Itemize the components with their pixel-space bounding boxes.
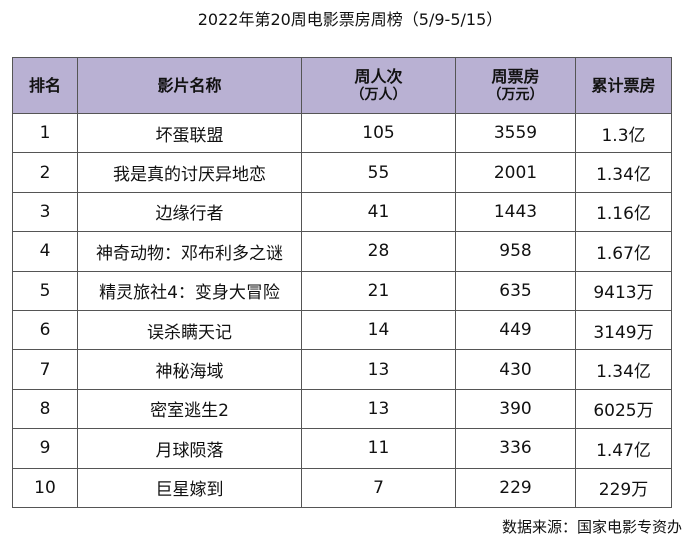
table-row: 4 神奇动物：邓布利多之谜 28 958 1.67亿	[12, 231, 672, 272]
weekly-visits-cell: 13	[301, 388, 456, 430]
header-name: 影片名称	[77, 57, 302, 114]
movie-name-cell: 误杀瞒天记	[77, 309, 302, 351]
total-box-cell: 1.67亿	[575, 231, 672, 272]
weekly-visits-cell: 105	[301, 112, 456, 154]
weekly-box-cell: 1443	[455, 191, 576, 233]
rank-cell: 7	[12, 349, 78, 390]
movie-name-cell: 精灵旅社4：变身大冒险	[77, 270, 302, 311]
total-box-cell: 1.3亿	[575, 112, 672, 154]
table-row: 1 坏蛋联盟 105 3559 1.3亿	[12, 112, 672, 154]
rank-cell: 3	[12, 191, 78, 233]
table-row: 8 密室逃生2 13 390 6025万	[12, 388, 672, 430]
movie-name-cell: 神奇动物：邓布利多之谜	[77, 231, 302, 272]
table-row: 9 月球陨落 11 336 1.47亿	[12, 428, 672, 469]
data-source-note: 数据来源：国家电影专资办	[501, 518, 682, 536]
weekly-box-cell: 449	[455, 309, 576, 351]
total-box-cell: 6025万	[575, 388, 672, 430]
weekly-visits-cell: 41	[301, 191, 456, 233]
total-box-cell: 1.34亿	[575, 152, 672, 193]
table-row: 7 神秘海域 13 430 1.34亿	[12, 349, 672, 390]
header-box-label: 周票房	[491, 66, 540, 86]
header-visits: 周人次 （万人）	[301, 57, 456, 114]
movie-name-cell: 我是真的讨厌异地恋	[77, 152, 302, 193]
header-row: 排名 影片名称 周人次 （万人） 周票房 （万元） 累计票房	[12, 57, 672, 114]
rank-cell: 4	[12, 231, 78, 272]
table-row: 5 精灵旅社4：变身大冒险 21 635 9413万	[12, 270, 672, 311]
rank-cell: 9	[12, 428, 78, 469]
total-box-cell: 9413万	[575, 270, 672, 311]
total-box-cell: 3149万	[575, 309, 672, 351]
box-office-table: 排名 影片名称 周人次 （万人） 周票房 （万元） 累计票房 1 坏蛋联盟 10…	[12, 57, 672, 508]
rank-cell: 2	[12, 152, 78, 193]
rank-cell: 8	[12, 388, 78, 430]
movie-name-cell: 巨星嫁到	[77, 467, 302, 508]
header-box-unit: （万元）	[487, 86, 544, 103]
weekly-box-cell: 336	[455, 428, 576, 469]
movie-name-cell: 月球陨落	[77, 428, 302, 469]
total-box-cell: 1.16亿	[575, 191, 672, 233]
header-total: 累计票房	[575, 57, 672, 114]
weekly-visits-cell: 28	[301, 231, 456, 272]
rank-cell: 6	[12, 309, 78, 351]
table-row: 2 我是真的讨厌异地恋 55 2001 1.34亿	[12, 152, 672, 193]
rank-cell: 5	[12, 270, 78, 311]
table-row: 6 误杀瞒天记 14 449 3149万	[12, 309, 672, 351]
header-visits-unit: （万人）	[350, 86, 407, 103]
weekly-box-cell: 2001	[455, 152, 576, 193]
total-box-cell: 1.47亿	[575, 428, 672, 469]
movie-name-cell: 密室逃生2	[77, 388, 302, 430]
rank-cell: 1	[12, 112, 78, 154]
weekly-visits-cell: 11	[301, 428, 456, 469]
page-title: 2022年第20周电影票房周榜（5/9-5/15）	[197, 10, 503, 29]
table-row: 3 边缘行者 41 1443 1.16亿	[12, 191, 672, 233]
rank-cell: 10	[12, 467, 78, 508]
weekly-visits-cell: 21	[301, 270, 456, 311]
total-box-cell: 229万	[575, 467, 672, 508]
movie-name-cell: 神秘海域	[77, 349, 302, 390]
weekly-box-cell: 430	[455, 349, 576, 390]
weekly-box-cell: 390	[455, 388, 576, 430]
weekly-box-cell: 635	[455, 270, 576, 311]
total-box-cell: 1.34亿	[575, 349, 672, 390]
movie-name-cell: 边缘行者	[77, 191, 302, 233]
weekly-visits-cell: 13	[301, 349, 456, 390]
weekly-visits-cell: 7	[301, 467, 456, 508]
header-visits-label: 周人次	[354, 66, 403, 86]
weekly-visits-cell: 14	[301, 309, 456, 351]
table-row: 10 巨星嫁到 7 229 229万	[12, 467, 672, 508]
header-rank: 排名	[12, 57, 78, 114]
header-box: 周票房 （万元）	[455, 57, 576, 114]
weekly-box-cell: 3559	[455, 112, 576, 154]
weekly-box-cell: 958	[455, 231, 576, 272]
movie-name-cell: 坏蛋联盟	[77, 112, 302, 154]
weekly-visits-cell: 55	[301, 152, 456, 193]
weekly-box-cell: 229	[455, 467, 576, 508]
